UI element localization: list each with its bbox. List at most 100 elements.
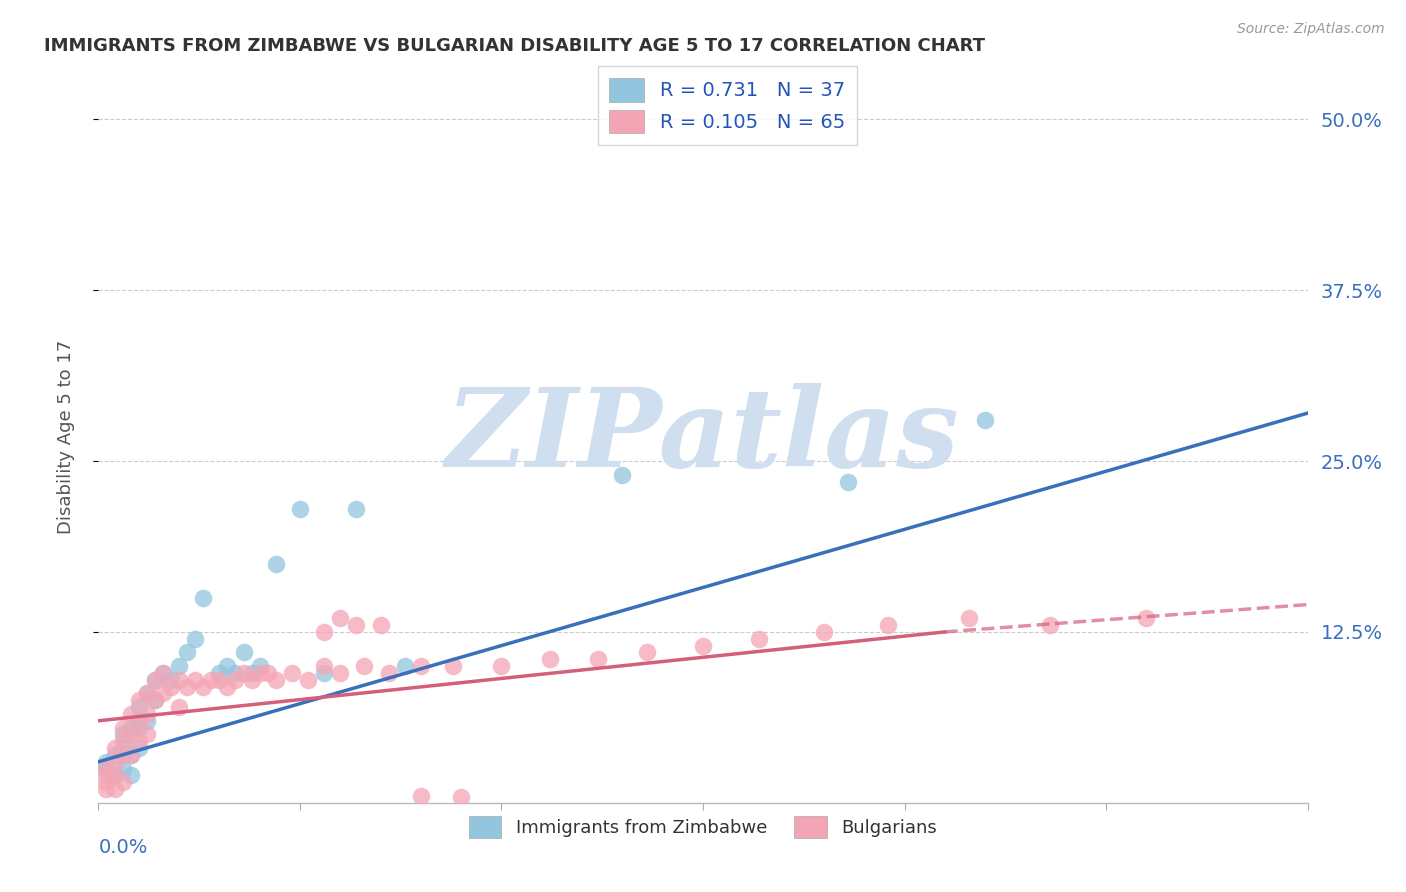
Legend: Immigrants from Zimbabwe, Bulgarians: Immigrants from Zimbabwe, Bulgarians xyxy=(461,808,945,845)
Point xyxy=(120,727,142,741)
Point xyxy=(314,659,336,673)
Point xyxy=(957,611,980,625)
Point xyxy=(288,501,311,516)
Point xyxy=(184,673,207,687)
Point xyxy=(111,734,134,748)
Point xyxy=(200,673,222,687)
Point xyxy=(193,591,215,605)
Point xyxy=(491,659,513,673)
Point xyxy=(1039,618,1062,632)
Point xyxy=(96,768,118,782)
Point xyxy=(128,741,150,756)
Text: Source: ZipAtlas.com: Source: ZipAtlas.com xyxy=(1237,22,1385,37)
Point xyxy=(314,624,336,639)
Point xyxy=(128,693,150,707)
Point xyxy=(450,790,472,805)
Point xyxy=(111,727,134,741)
Point xyxy=(111,747,134,762)
Y-axis label: Disability Age 5 to 17: Disability Age 5 to 17 xyxy=(56,340,75,534)
Point xyxy=(160,680,183,694)
Point xyxy=(120,721,142,735)
Point xyxy=(111,741,134,756)
Point xyxy=(176,645,198,659)
Point xyxy=(143,693,166,707)
Point xyxy=(636,645,658,659)
Point xyxy=(184,632,207,646)
Text: IMMIGRANTS FROM ZIMBABWE VS BULGARIAN DISABILITY AGE 5 TO 17 CORRELATION CHART: IMMIGRANTS FROM ZIMBABWE VS BULGARIAN DI… xyxy=(44,37,986,54)
Point xyxy=(152,665,174,680)
Point xyxy=(877,618,900,632)
Point xyxy=(344,501,367,516)
Point xyxy=(135,686,157,700)
Point xyxy=(264,673,287,687)
Point xyxy=(128,734,150,748)
Point xyxy=(135,714,157,728)
Point xyxy=(103,768,125,782)
Point xyxy=(394,659,416,673)
Point xyxy=(217,680,239,694)
Point xyxy=(103,782,125,797)
Point xyxy=(135,686,157,700)
Point xyxy=(281,665,304,680)
Point xyxy=(120,768,142,782)
Point xyxy=(167,659,190,673)
Point xyxy=(813,624,835,639)
Point xyxy=(103,768,125,782)
Point xyxy=(193,680,215,694)
Point xyxy=(232,645,254,659)
Text: ZIPatlas: ZIPatlas xyxy=(446,384,960,491)
Point xyxy=(167,700,190,714)
Point xyxy=(370,618,392,632)
Point xyxy=(167,673,190,687)
Point xyxy=(232,665,254,680)
Point xyxy=(128,700,150,714)
Point xyxy=(111,721,134,735)
Point xyxy=(837,475,859,489)
Point xyxy=(748,632,770,646)
Point xyxy=(297,673,319,687)
Point xyxy=(143,673,166,687)
Point xyxy=(111,775,134,789)
Point xyxy=(120,747,142,762)
Point xyxy=(409,659,432,673)
Point xyxy=(208,665,231,680)
Point xyxy=(176,680,198,694)
Point xyxy=(143,693,166,707)
Point xyxy=(249,659,271,673)
Point xyxy=(224,665,246,680)
Point xyxy=(538,652,561,666)
Point xyxy=(353,659,375,673)
Point xyxy=(329,665,352,680)
Point xyxy=(96,762,118,776)
Point xyxy=(135,706,157,721)
Point xyxy=(224,673,246,687)
Point xyxy=(409,789,432,803)
Point xyxy=(128,721,150,735)
Point xyxy=(240,673,263,687)
Point xyxy=(344,618,367,632)
Point xyxy=(329,611,352,625)
Point xyxy=(249,665,271,680)
Point xyxy=(217,659,239,673)
Point xyxy=(135,727,157,741)
Point xyxy=(120,747,142,762)
Point xyxy=(612,467,634,482)
Point xyxy=(96,755,118,769)
Point xyxy=(208,673,231,687)
Point xyxy=(143,673,166,687)
Point xyxy=(264,557,287,571)
Point xyxy=(586,652,609,666)
Point xyxy=(103,755,125,769)
Point xyxy=(152,686,174,700)
Point xyxy=(120,706,142,721)
Point xyxy=(692,639,714,653)
Point xyxy=(240,665,263,680)
Point xyxy=(377,665,399,680)
Point xyxy=(96,782,118,797)
Point xyxy=(96,762,118,776)
Point xyxy=(96,775,118,789)
Point xyxy=(152,665,174,680)
Point xyxy=(160,673,183,687)
Point xyxy=(441,659,464,673)
Point xyxy=(128,714,150,728)
